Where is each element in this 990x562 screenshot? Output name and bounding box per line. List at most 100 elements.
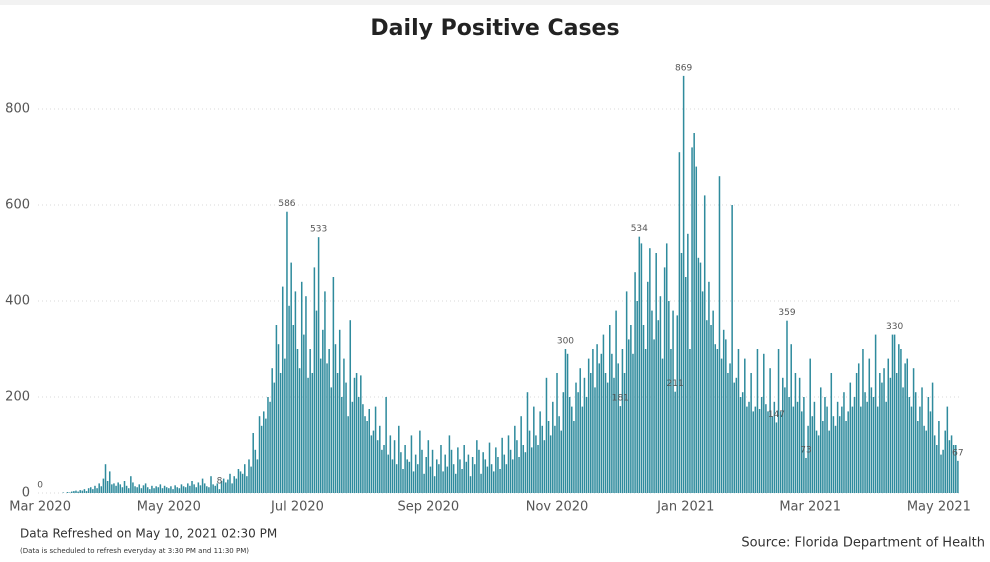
bar: [125, 485, 128, 493]
bar: [600, 353, 603, 493]
bar: [450, 449, 453, 493]
bar: [822, 421, 824, 493]
bar: [452, 464, 455, 493]
bar: [558, 416, 560, 493]
bar: [438, 464, 440, 493]
bar: [77, 491, 79, 493]
bar: [587, 358, 590, 493]
bar: [609, 325, 611, 493]
y-tick-label: 800: [5, 102, 30, 117]
bar: [547, 421, 550, 493]
bar: [541, 425, 544, 493]
bar: [638, 236, 641, 493]
bar: [786, 320, 788, 493]
bar: [402, 469, 404, 493]
bar: [693, 133, 695, 493]
bar: [220, 481, 223, 493]
bar: [906, 358, 909, 493]
bar: [516, 440, 518, 493]
bar: [503, 454, 506, 493]
bar: [440, 445, 442, 493]
bar: [85, 491, 88, 493]
bar: [573, 421, 575, 493]
bar: [273, 382, 276, 493]
bar: [695, 166, 698, 493]
bar: [838, 416, 841, 493]
bar: [752, 411, 754, 493]
bar: [649, 248, 651, 493]
bar: [372, 430, 375, 493]
bar: [326, 363, 328, 493]
bar: [528, 430, 531, 493]
bar: [779, 411, 782, 493]
value-label: 586: [278, 199, 295, 209]
bar: [73, 491, 75, 493]
bar: [549, 435, 552, 493]
bar: [592, 349, 594, 493]
bar: [775, 422, 778, 493]
bar: [651, 310, 653, 493]
chart-title: Daily Positive Cases: [370, 16, 619, 41]
y-tick-label: 200: [5, 390, 30, 405]
bar: [944, 430, 946, 493]
bar: [950, 435, 953, 493]
source: Source: Florida Department of Health: [741, 536, 985, 551]
bar: [313, 267, 316, 493]
bar: [203, 483, 206, 493]
bar: [414, 454, 417, 493]
x-tick-label: May 2021: [907, 500, 971, 515]
bar: [478, 449, 480, 493]
bar: [328, 349, 330, 493]
bar: [102, 478, 105, 493]
bar: [94, 485, 96, 493]
bar: [343, 358, 345, 493]
bar: [824, 397, 826, 493]
bar: [940, 454, 942, 493]
bar: [819, 387, 822, 493]
bar: [718, 176, 721, 493]
bar: [250, 466, 252, 493]
value-label: 534: [631, 224, 648, 234]
bar: [338, 329, 341, 493]
bar: [866, 401, 868, 493]
value-label: 67: [952, 448, 963, 458]
bar: [585, 397, 588, 493]
bar: [355, 373, 358, 493]
bar: [408, 461, 411, 493]
value-label: 330: [886, 322, 903, 332]
bar: [216, 483, 219, 493]
bar: [889, 377, 892, 493]
bar: [912, 368, 915, 493]
bar: [887, 358, 890, 493]
bar: [832, 416, 835, 493]
bar: [598, 363, 600, 493]
bar: [902, 387, 904, 493]
bar: [687, 233, 689, 494]
bar: [277, 344, 280, 493]
bar: [111, 484, 113, 493]
bar: [511, 459, 514, 493]
bar: [296, 349, 299, 493]
bar: [260, 425, 263, 493]
bar: [182, 486, 185, 493]
bar: [746, 406, 748, 493]
bar: [796, 401, 799, 493]
bar: [248, 459, 250, 493]
value-label: 181: [612, 394, 629, 404]
value-label: 300: [557, 337, 574, 347]
bar: [366, 421, 368, 493]
bar: [653, 339, 655, 493]
bar: [630, 325, 632, 493]
bar: [400, 452, 402, 493]
bar: [760, 397, 763, 493]
bar: [524, 452, 527, 493]
bar: [159, 484, 162, 493]
bar: [286, 211, 288, 493]
bar: [330, 387, 333, 493]
bar: [874, 334, 877, 493]
bar: [769, 368, 771, 493]
bar: [225, 482, 227, 493]
bar: [659, 296, 662, 493]
bar: [826, 406, 828, 493]
bar: [324, 291, 326, 493]
